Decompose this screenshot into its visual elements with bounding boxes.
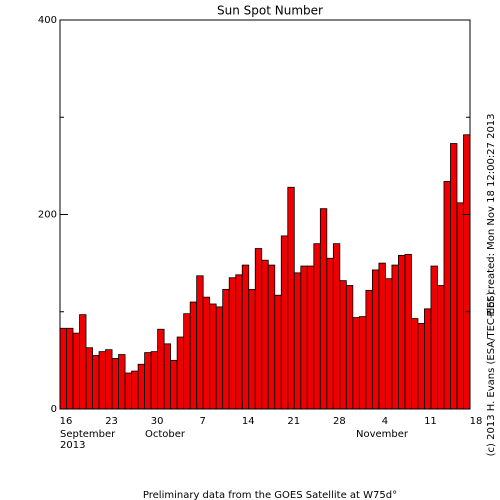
bar [293, 272, 302, 410]
bar [456, 202, 464, 410]
bar [98, 351, 106, 410]
bar [215, 306, 224, 410]
bar [72, 332, 80, 410]
bar [209, 303, 217, 410]
bar [59, 327, 67, 410]
x-tick-label: 23 [105, 416, 118, 427]
month-label: 2013 [60, 440, 85, 451]
credit: (c) 2013 H. Evans (ESA/TEC-EES) [486, 292, 497, 457]
bar [254, 248, 263, 410]
bar [176, 336, 185, 410]
bar [124, 372, 132, 410]
bar [118, 354, 126, 410]
x-tick-label: 30 [151, 416, 164, 427]
bar [267, 264, 276, 410]
bar [287, 186, 295, 410]
bar [345, 285, 354, 410]
y-tick-label: 0 [51, 404, 57, 415]
x-tick-label: 21 [287, 416, 300, 427]
bar [450, 143, 458, 410]
y-tick-label: 200 [38, 210, 57, 221]
bar [404, 253, 412, 410]
bar [398, 254, 406, 410]
bar [144, 352, 152, 410]
bar [463, 134, 471, 410]
bar [163, 343, 172, 410]
bar [248, 288, 256, 410]
bar [391, 264, 399, 410]
bar [384, 278, 393, 410]
bar [306, 265, 315, 410]
x-tick-label: 7 [199, 416, 205, 427]
bar [137, 363, 146, 410]
bar [261, 259, 269, 410]
bar [424, 308, 432, 410]
bar [111, 358, 119, 410]
bar [437, 285, 445, 410]
bar [196, 275, 204, 410]
bar [170, 359, 178, 410]
bar [274, 294, 282, 410]
bar [378, 262, 386, 410]
x-tick-label: 14 [242, 416, 255, 427]
bar [183, 313, 191, 410]
footer: Preliminary data from the GOES Satellite… [143, 490, 397, 500]
x-tick-label: 16 [60, 416, 73, 427]
bar [235, 274, 243, 410]
x-tick-label: 28 [333, 416, 346, 427]
bar [371, 269, 380, 410]
bar [339, 280, 347, 410]
y-tick-label: 400 [38, 15, 57, 26]
bar [85, 347, 93, 410]
bar [411, 318, 419, 410]
bar [430, 265, 438, 410]
bar [131, 370, 139, 410]
month-label: September [60, 429, 116, 440]
x-tick-label: 11 [424, 416, 437, 427]
bar [189, 301, 198, 410]
bar [79, 314, 87, 410]
bar [92, 355, 100, 410]
bar [332, 243, 341, 410]
x-tick-label: 18 [470, 416, 483, 427]
x-tick-label: 4 [382, 416, 388, 427]
month-label: November [356, 429, 409, 440]
bar [157, 328, 165, 410]
bar [417, 323, 425, 410]
bar [326, 257, 334, 410]
bar [365, 289, 373, 410]
bar [66, 327, 74, 410]
bar [319, 208, 328, 410]
bar [228, 277, 237, 410]
bar [105, 349, 113, 410]
bar [222, 288, 230, 410]
bar [300, 265, 308, 410]
bar [202, 296, 211, 410]
bar [280, 235, 289, 410]
chart-title: Sun Spot Number [217, 4, 323, 18]
bar [358, 316, 367, 410]
bar [352, 317, 360, 410]
bar [241, 264, 250, 410]
plot-created: Plot created: Mon Nov 18 12:00:27 2013 [486, 113, 497, 316]
bar [313, 243, 321, 410]
month-label: October [145, 429, 186, 440]
bar [150, 351, 159, 410]
bar [443, 181, 451, 410]
